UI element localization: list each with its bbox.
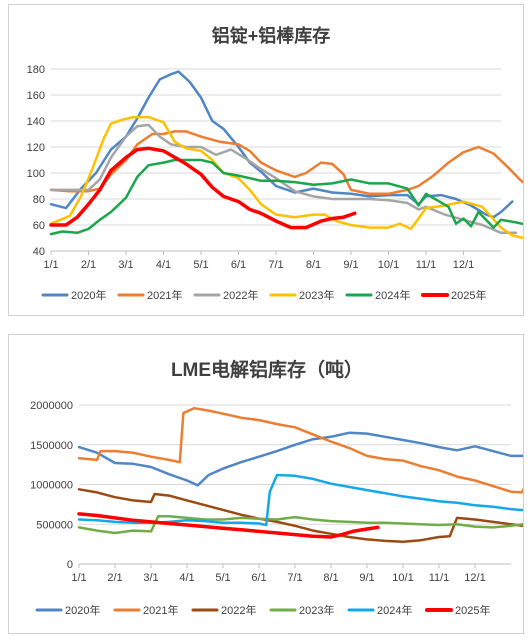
legend-label: 2025年	[451, 288, 486, 302]
x-tick-label: 7/1	[287, 572, 302, 584]
series-line-2025年	[77, 512, 380, 539]
series-line-2020年	[49, 70, 514, 219]
y-tick-label: 180	[27, 64, 45, 76]
y-tick-label: 40	[33, 246, 45, 258]
legend-label: 2024年	[377, 603, 412, 617]
x-tick-label: 1/1	[43, 259, 58, 271]
y-tick-label: 160	[27, 90, 45, 102]
y-tick-label: 0	[67, 559, 73, 571]
x-tick-label: 3/1	[118, 259, 133, 271]
series-line-2022年	[77, 488, 523, 543]
y-tick-label: 500000	[36, 519, 73, 531]
chart-title: 铝锭+铝棒库存	[212, 25, 331, 46]
x-tick-label: 11/1	[416, 259, 437, 271]
y-tick-label: 60	[33, 220, 45, 232]
x-tick-label: 4/1	[179, 572, 194, 584]
x-tick-label: 10/1	[392, 572, 413, 584]
y-tick-label: 100	[27, 168, 45, 180]
x-tick-label: 5/1	[193, 259, 208, 271]
series-line-2025年	[49, 146, 357, 230]
x-tick-label: 2/1	[107, 572, 122, 584]
x-tick-label: 7/1	[268, 259, 283, 271]
x-tick-label: 6/1	[251, 572, 266, 584]
legend-label: 2021年	[147, 288, 182, 302]
x-tick-label: 10/1	[378, 259, 399, 271]
series-line-2020年	[77, 431, 523, 487]
x-tick-label: 1/1	[71, 572, 86, 584]
lme-aluminum-inventory-chart: LME电解铝库存（吨） 0 500000 1000000 1500000 2000000 1…	[8, 334, 524, 634]
chart-2-svg: LME电解铝库存（吨） 0 500000 1000000 1500000 2000000 1…	[30, 358, 523, 617]
y-tick-label: 80	[33, 194, 45, 206]
y-tick-label: 1000000	[30, 480, 73, 492]
legend-label: 2022年	[223, 288, 258, 302]
legend-label: 2022年	[221, 603, 256, 617]
x-tick-label: 3/1	[143, 572, 158, 584]
x-tick-label: 12/1	[453, 259, 474, 271]
x-tick-label: 2/1	[81, 259, 96, 271]
legend-label: 2023年	[299, 288, 334, 302]
x-tick-label: 4/1	[156, 259, 171, 271]
y-tick-label: 1500000	[30, 440, 73, 452]
x-tick-label: 12/1	[464, 572, 485, 584]
legend-label: 2023年	[299, 603, 334, 617]
y-tick-label: 2000000	[30, 400, 73, 412]
legend-label: 2020年	[71, 288, 106, 302]
x-tick-label: 9/1	[359, 572, 374, 584]
legend-label: 2021年	[143, 603, 178, 617]
legend-label: 2020年	[65, 603, 100, 617]
y-tick-label: 120	[27, 142, 45, 154]
legend-label: 2025年	[455, 603, 490, 617]
x-tick-label: 5/1	[215, 572, 230, 584]
x-tick-label: 6/1	[231, 259, 246, 271]
x-tick-label: 9/1	[343, 259, 358, 271]
x-tick-label: 8/1	[306, 259, 321, 271]
aluminum-ingot-rod-inventory-chart: 铝锭+铝棒库存 40 60 80 100 120 140 160 180 1/1 2/1 3/1 4/1…	[8, 4, 524, 316]
chart-title: LME电解铝库存（吨）	[171, 358, 363, 381]
y-tick-label: 140	[27, 116, 45, 128]
x-tick-label: 11/1	[429, 572, 450, 584]
series-line-2023年	[49, 115, 523, 240]
series-line-2022年	[49, 123, 518, 235]
legend-label: 2024年	[375, 288, 410, 302]
series-line-2021年	[49, 130, 523, 196]
x-tick-label: 8/1	[323, 572, 338, 584]
series-line-2024年	[49, 158, 523, 236]
series-line-2021年	[77, 406, 523, 494]
chart-1-svg: 铝锭+铝棒库存 40 60 80 100 120 140 160 180 1/1 2/1 3/1 4/1…	[27, 25, 523, 302]
